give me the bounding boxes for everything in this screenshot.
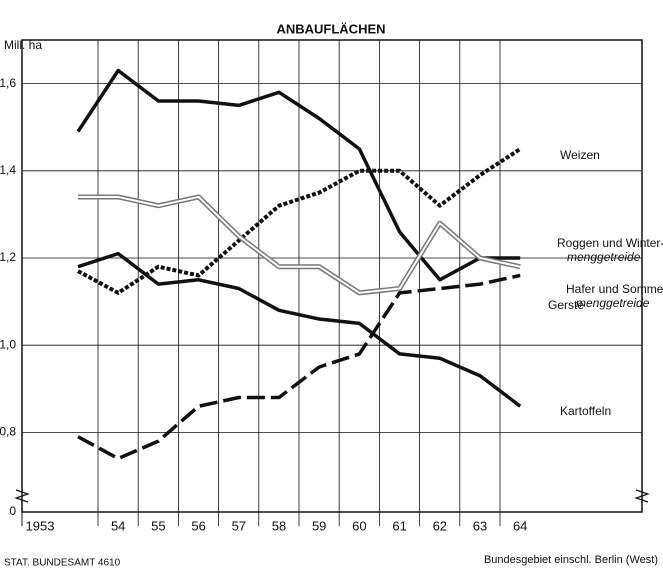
- x-tick-label: 54: [111, 518, 125, 533]
- chart-title: ANBAUFLÄCHEN: [276, 21, 385, 36]
- x-tick-label: 63: [473, 518, 487, 533]
- note: Bundesgebiet einschl. Berlin (West): [484, 554, 658, 566]
- series-label: Hafer und Sommer-: [566, 282, 663, 296]
- x-tick-label: 57: [232, 518, 246, 533]
- x-tick-label: 56: [191, 518, 205, 533]
- series-line-inner: [78, 195, 521, 294]
- series-line: [77, 251, 522, 408]
- plot-frame: [21, 39, 643, 513]
- x-tick-label: 62: [433, 518, 447, 533]
- y-tick-label: 1,2: [0, 250, 16, 264]
- axis-break: [634, 489, 650, 503]
- x-tick-label: 55: [151, 518, 165, 533]
- series-line: [77, 147, 522, 295]
- x-tick-label: 59: [312, 518, 326, 533]
- x-tick-label: 1953: [26, 518, 55, 533]
- y-tick-label: 0,8: [0, 425, 16, 439]
- axis-break: [14, 489, 30, 503]
- series-line: [77, 273, 521, 461]
- series-label: Kartoffeln: [560, 404, 611, 418]
- series-label: menggetreide: [567, 250, 641, 264]
- y-tick-label: 1,6: [0, 76, 16, 90]
- y-tick-label: 1,4: [0, 163, 16, 177]
- series-label: Weizen: [560, 148, 600, 162]
- x-tick-label: 58: [272, 518, 286, 533]
- series-label: Gerste: [548, 298, 584, 312]
- series-label: menggetreide: [576, 296, 650, 310]
- x-tick-label: 64: [513, 518, 527, 533]
- y-tick-label: 0: [9, 504, 16, 518]
- x-tick-label: 60: [352, 518, 366, 533]
- source: STAT. BUNDESAMT 4610: [4, 558, 121, 569]
- y-axis-label: Mill. ha: [4, 38, 42, 52]
- y-tick-label: 1,0: [0, 337, 16, 351]
- series-line: [76, 68, 521, 282]
- x-tick-label: 61: [392, 518, 406, 533]
- series-label: Roggen und Winter-: [557, 236, 663, 250]
